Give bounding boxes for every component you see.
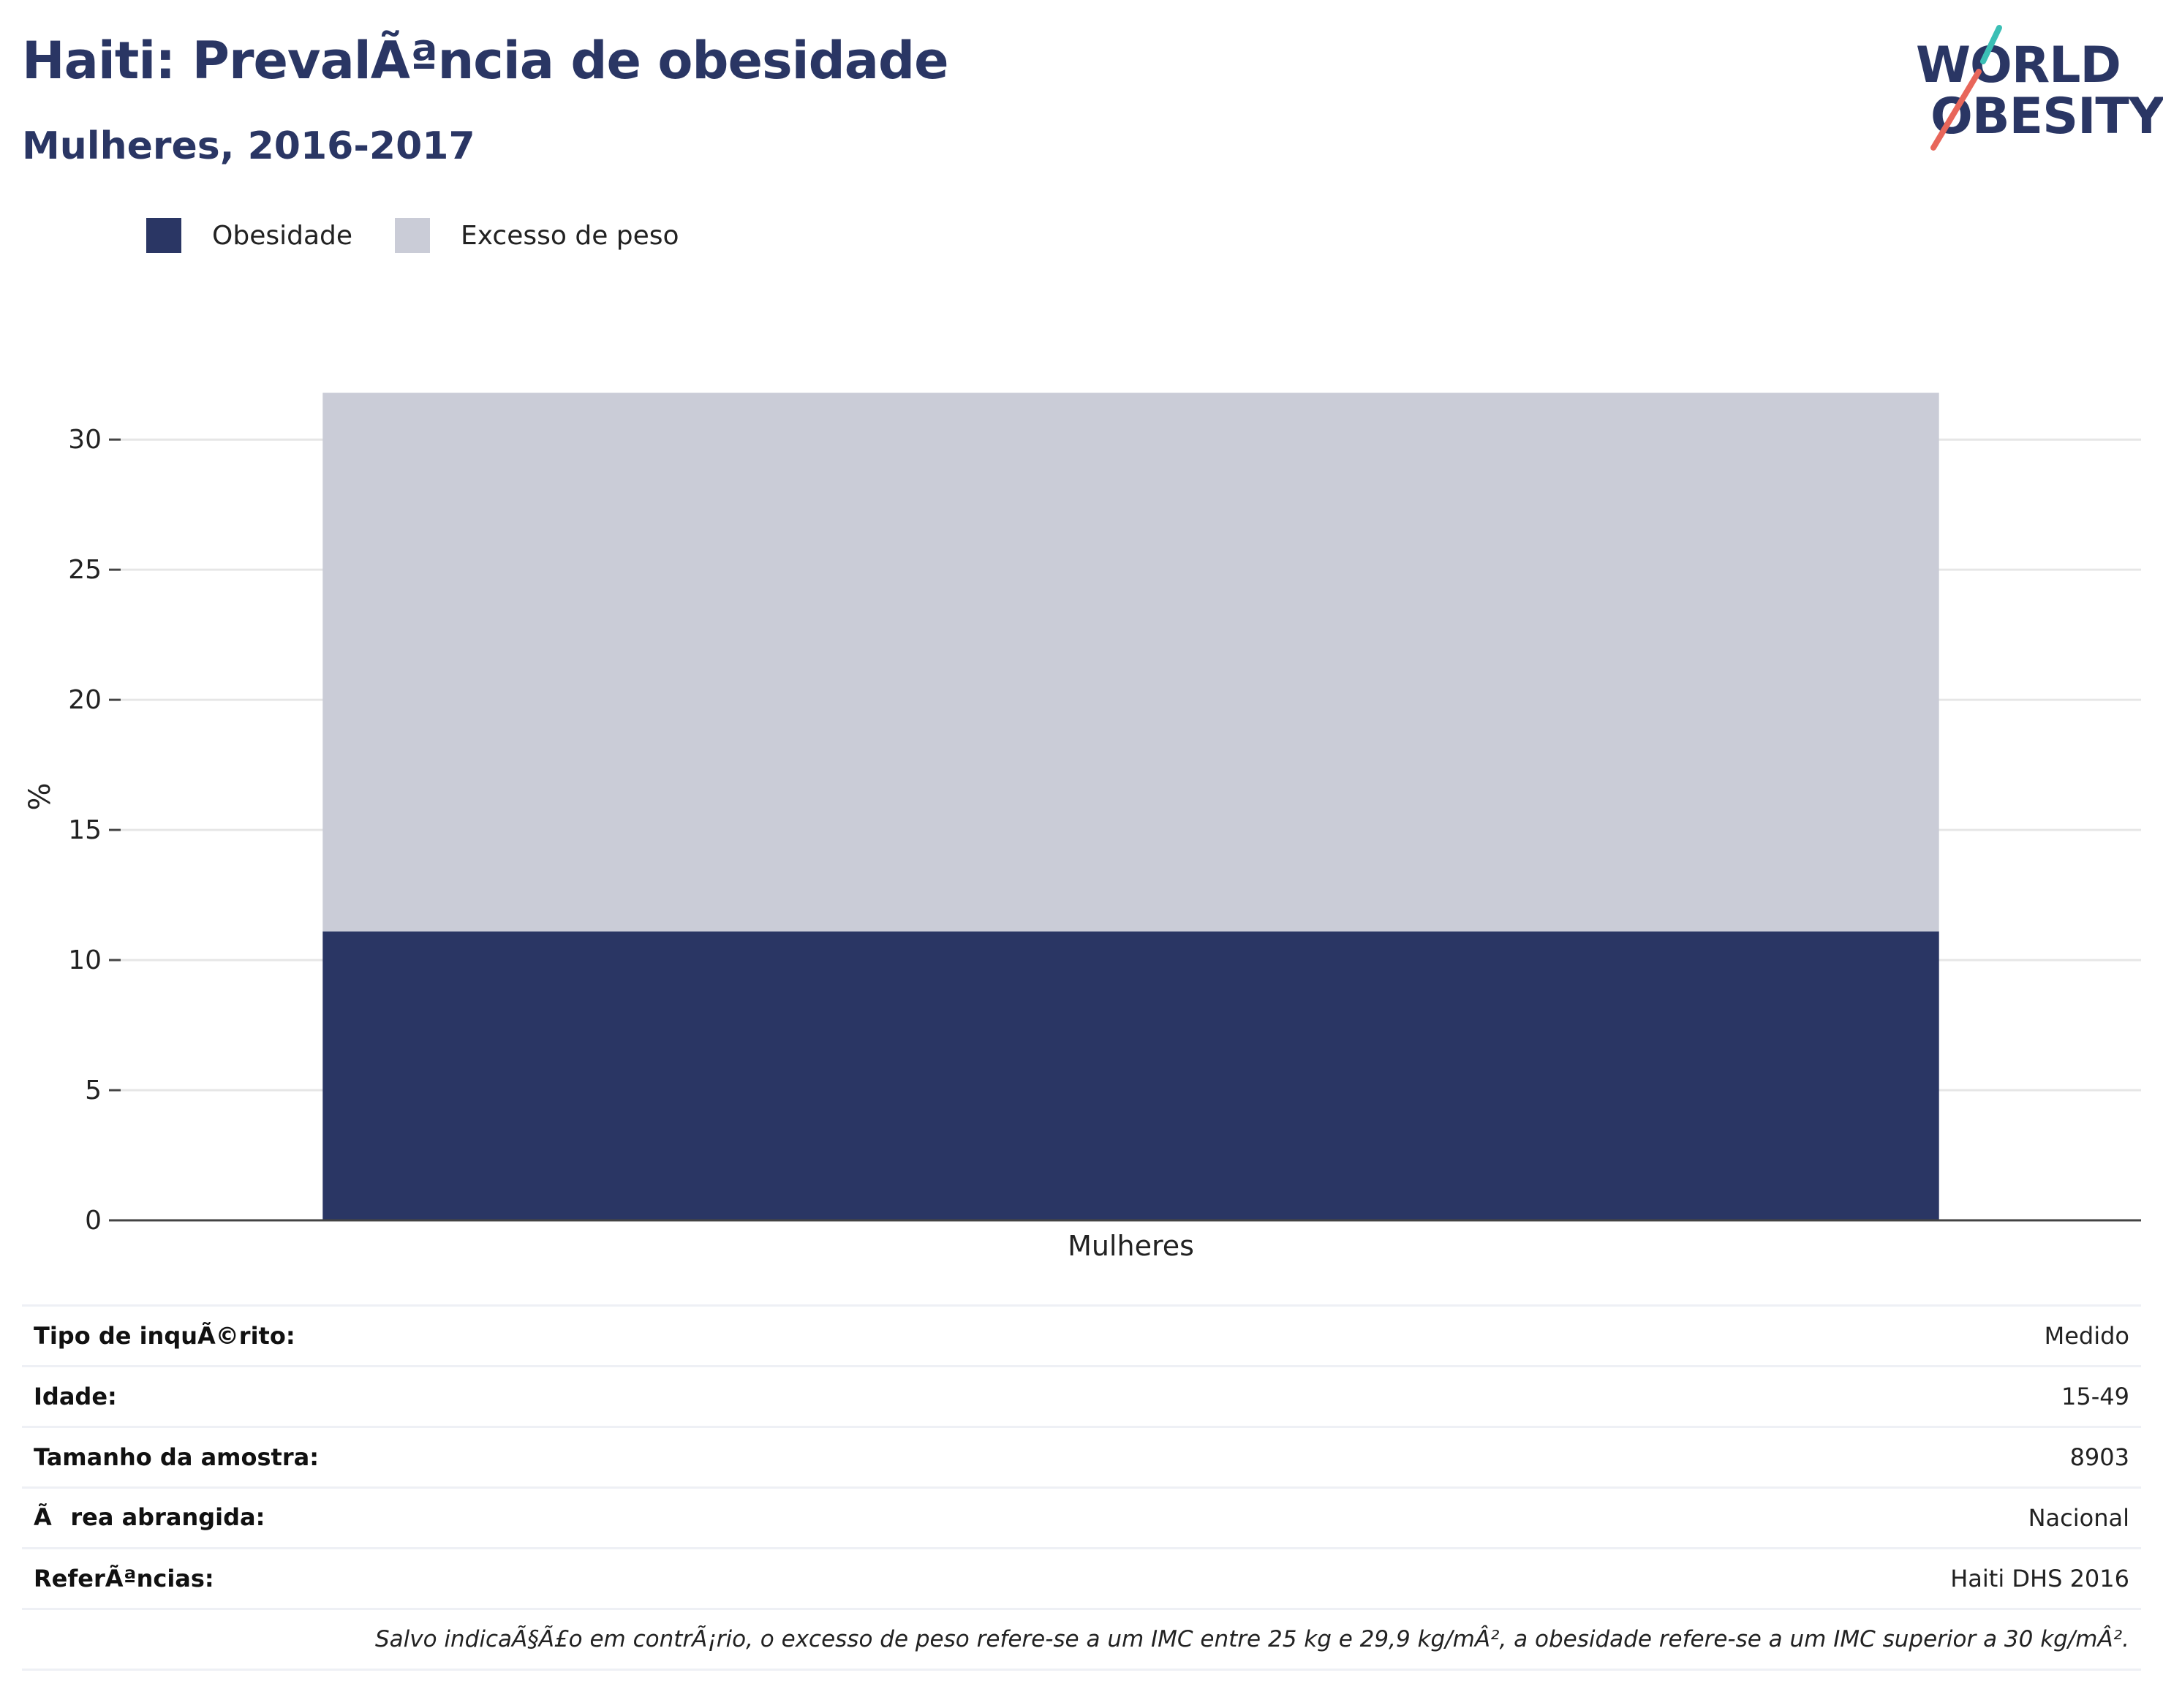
info-value: Haiti DHS 2016 [1950,1565,2129,1592]
legend-swatch-overweight [395,218,431,253]
x-tick-label: Mulheres [1068,1230,1194,1262]
info-value: Medido [2044,1322,2129,1350]
info-value: 8903 [2069,1443,2129,1471]
chart-legend: Obesidade Excesso de peso [146,217,722,254]
world-obesity-logo: WORLD OBESITY [1901,22,2163,161]
y-tick-label: 20 [68,685,102,715]
y-tick-label: 15 [68,815,102,845]
bar-segment-obesity [322,931,1939,1220]
y-tick-label: 5 [85,1076,102,1106]
logo-text-world: WORLD [1916,37,2121,94]
page-subtitle: Mulheres, 2016-2017 [22,124,475,168]
y-tick-label: 30 [68,425,102,455]
info-row-area: Ãrea abrangida: Nacional [22,1489,2141,1549]
info-label: Idade: [34,1383,117,1410]
y-tick-label: 10 [68,945,102,975]
legend-item-overweight[interactable]: Excesso de peso [395,218,679,253]
legend-item-obesity[interactable]: Obesidade [146,218,352,253]
info-value: 15-49 [2061,1383,2129,1410]
info-value: Nacional [2028,1504,2129,1532]
info-label: Tamanho da amostra: [34,1443,319,1471]
info-row-references: ReferÃªncias: Haiti DHS 2016 [22,1549,2141,1610]
info-label: ReferÃªncias: [34,1565,214,1592]
logo-slash-icon [1930,25,2002,151]
info-row-age: Idade: 15-49 [22,1367,2141,1428]
y-tick-label: 0 [85,1206,102,1236]
info-row-sample-size: Tamanho da amostra: 8903 [22,1428,2141,1489]
y-tick-label: 25 [68,555,102,585]
info-label: Ãrea abrangida: [34,1503,265,1531]
logo-text-obesity: OBESITY [1930,88,2163,146]
legend-swatch-obesity [146,218,181,253]
y-axis-label: % [23,782,57,810]
bar-segment-overweight [322,393,1939,932]
info-label: Tipo de inquÃ©rito: [34,1322,295,1350]
legend-label-overweight: Excesso de peso [461,220,679,251]
stacked-bar-chart: 0 5 10 15 20 25 30 Mulheres% [23,393,2141,1262]
legend-label-obesity: Obesidade [212,220,353,251]
info-row-survey-type: Tipo de inquÃ©rito: Medido [22,1307,2141,1367]
survey-info-table: Tipo de inquÃ©rito: Medido Idade: 15-49 … [22,1304,2141,1671]
bmi-definition-note: Salvo indicaÃ§Ã£o em contrÃ¡rio, o exces… [22,1610,2141,1671]
page-title: Haiti: PrevalÃªncia de obesidade [22,31,949,91]
